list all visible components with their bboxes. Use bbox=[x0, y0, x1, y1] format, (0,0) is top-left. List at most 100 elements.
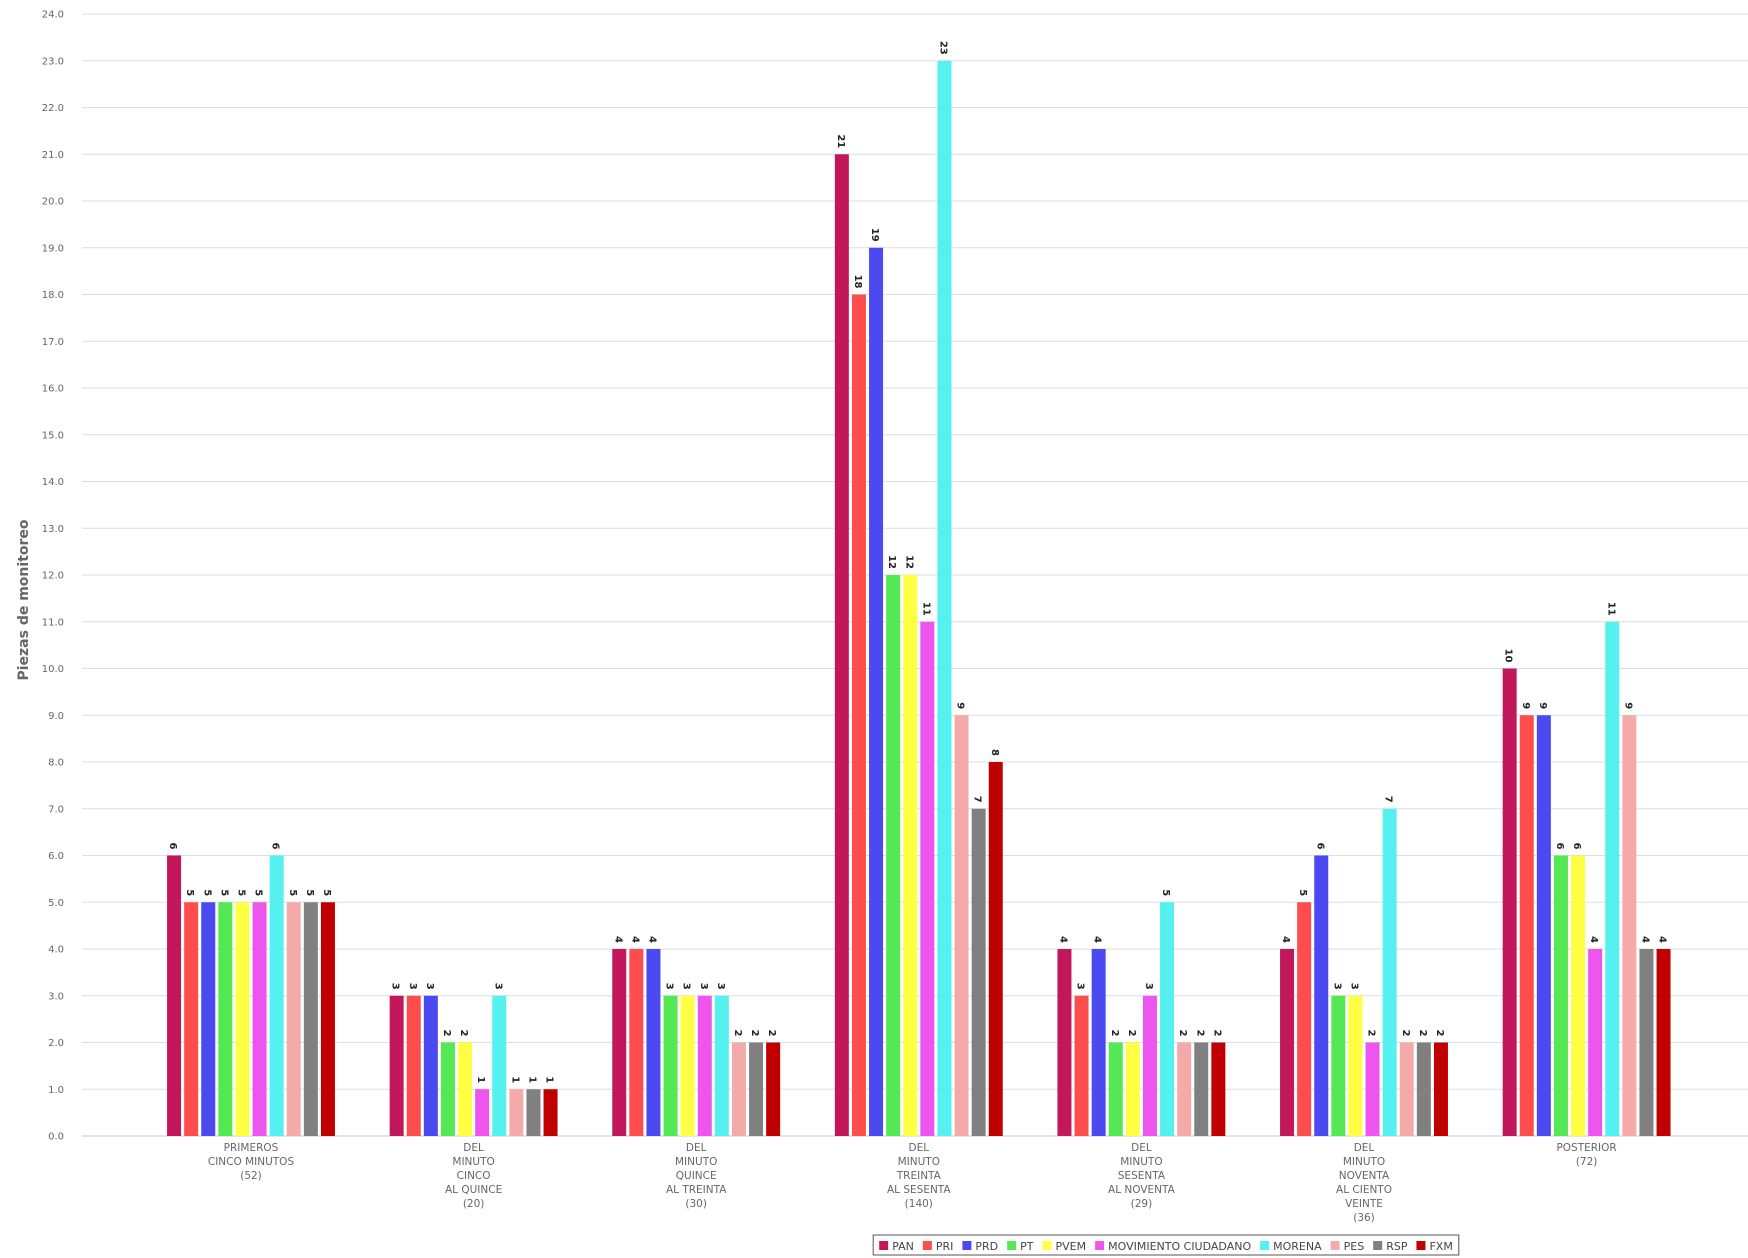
legend-label: PAN bbox=[892, 1240, 914, 1253]
data-label: 2 bbox=[441, 1030, 452, 1037]
bar bbox=[1365, 1042, 1380, 1136]
data-label: 4 bbox=[1057, 936, 1068, 943]
data-label: 9 bbox=[955, 702, 966, 709]
bar bbox=[1211, 1042, 1226, 1136]
bar bbox=[406, 995, 421, 1136]
bar bbox=[526, 1089, 541, 1136]
y-tick-label: 21.0 bbox=[42, 150, 64, 161]
y-tick-label: 10.0 bbox=[42, 664, 64, 675]
y-tick-label: 23.0 bbox=[42, 56, 64, 67]
data-label: 3 bbox=[681, 983, 692, 990]
data-label: 2 bbox=[458, 1030, 469, 1037]
data-label: 3 bbox=[1331, 983, 1342, 990]
legend-label: MORENA bbox=[1273, 1240, 1322, 1253]
x-tick-label: DEL MINUTO QUINCE AL TREINTA (30) bbox=[666, 1142, 727, 1210]
legend-label: PT bbox=[1020, 1240, 1034, 1253]
y-tick-label: 20.0 bbox=[42, 197, 64, 208]
bar bbox=[988, 762, 1003, 1136]
bar bbox=[440, 1042, 455, 1136]
bar bbox=[1536, 715, 1551, 1136]
bar bbox=[1091, 949, 1106, 1136]
bar bbox=[1125, 1042, 1140, 1136]
bar bbox=[971, 808, 986, 1136]
data-label: 6 bbox=[1554, 843, 1565, 850]
bar bbox=[954, 715, 969, 1136]
data-label: 7 bbox=[1383, 796, 1394, 803]
data-label: 1 bbox=[526, 1076, 537, 1083]
data-label: 3 bbox=[1143, 983, 1154, 990]
data-label: 4 bbox=[1588, 936, 1599, 943]
data-label: 10 bbox=[1503, 649, 1514, 663]
bar bbox=[749, 1042, 764, 1136]
bar bbox=[286, 902, 301, 1136]
bar bbox=[235, 902, 250, 1136]
data-label: 12 bbox=[903, 555, 914, 569]
bar bbox=[269, 855, 284, 1136]
data-label: 1 bbox=[509, 1076, 520, 1083]
data-label: 1 bbox=[544, 1076, 555, 1083]
legend-label: RSP bbox=[1386, 1240, 1408, 1253]
y-tick-label: 24.0 bbox=[42, 10, 64, 21]
bar bbox=[1433, 1042, 1448, 1136]
bar bbox=[1177, 1042, 1192, 1136]
legend-swatch bbox=[962, 1241, 972, 1250]
data-label: 5 bbox=[184, 889, 195, 896]
data-label: 3 bbox=[1075, 983, 1086, 990]
bar bbox=[1571, 855, 1586, 1136]
legend-swatch bbox=[1416, 1241, 1426, 1250]
bar bbox=[1502, 668, 1517, 1136]
bar bbox=[1639, 949, 1654, 1136]
data-label: 7 bbox=[972, 796, 983, 803]
bar bbox=[184, 902, 199, 1136]
data-label: 2 bbox=[1434, 1030, 1445, 1037]
data-label: 21 bbox=[835, 134, 846, 148]
data-label: 11 bbox=[1605, 602, 1616, 616]
legend-swatch bbox=[1330, 1241, 1340, 1250]
y-tick-label: 13.0 bbox=[42, 524, 64, 535]
bar bbox=[1348, 995, 1363, 1136]
data-label: 9 bbox=[1622, 702, 1633, 709]
legend-swatch bbox=[1260, 1241, 1270, 1250]
bar bbox=[1553, 855, 1568, 1136]
data-label: 2 bbox=[766, 1030, 777, 1037]
legend-label: PES bbox=[1344, 1240, 1365, 1253]
data-label: 1 bbox=[475, 1076, 486, 1083]
bar bbox=[389, 995, 404, 1136]
data-label: 6 bbox=[1314, 843, 1325, 850]
bar bbox=[218, 902, 233, 1136]
x-tick-label: DEL MINUTO CINCO AL QUINCE (20) bbox=[445, 1142, 502, 1210]
bar bbox=[1399, 1042, 1414, 1136]
legend: PAN PRI PRD PT PVEM MOVIMIENTO CIUDADANO MOREN… bbox=[872, 1234, 1460, 1256]
bar bbox=[646, 949, 661, 1136]
y-tick-label: 1.0 bbox=[48, 1085, 64, 1096]
data-label: 18 bbox=[852, 275, 863, 289]
bar bbox=[629, 949, 644, 1136]
data-label: 19 bbox=[869, 228, 880, 242]
data-label: 8 bbox=[989, 749, 1000, 756]
y-tick-label: 9.0 bbox=[48, 711, 64, 722]
y-tick-label: 12.0 bbox=[42, 571, 64, 582]
data-label: 5 bbox=[1160, 889, 1171, 896]
bar bbox=[320, 902, 335, 1136]
legend-label: PRD bbox=[975, 1240, 998, 1253]
legend-label: PVEM bbox=[1056, 1240, 1087, 1253]
data-label: 2 bbox=[1400, 1030, 1411, 1037]
y-tick-label: 22.0 bbox=[42, 103, 64, 114]
x-tick-label: POSTERIOR (72) bbox=[1556, 1142, 1616, 1168]
y-tick-label: 19.0 bbox=[42, 243, 64, 254]
data-label: 6 bbox=[167, 843, 178, 850]
data-label: 4 bbox=[1280, 936, 1291, 943]
data-label: 4 bbox=[1639, 936, 1650, 943]
bar bbox=[1280, 949, 1295, 1136]
legend-label: PRI bbox=[936, 1240, 954, 1253]
bar bbox=[714, 995, 729, 1136]
bar bbox=[1622, 715, 1637, 1136]
x-tick-label: DEL MINUTO SESENTA AL NOVENTA (29) bbox=[1108, 1142, 1176, 1210]
data-label: 23 bbox=[937, 41, 948, 55]
data-label: 2 bbox=[749, 1030, 760, 1037]
data-label: 9 bbox=[1537, 702, 1548, 709]
bar bbox=[766, 1042, 781, 1136]
y-tick-label: 6.0 bbox=[48, 851, 64, 862]
bar bbox=[1605, 621, 1620, 1136]
